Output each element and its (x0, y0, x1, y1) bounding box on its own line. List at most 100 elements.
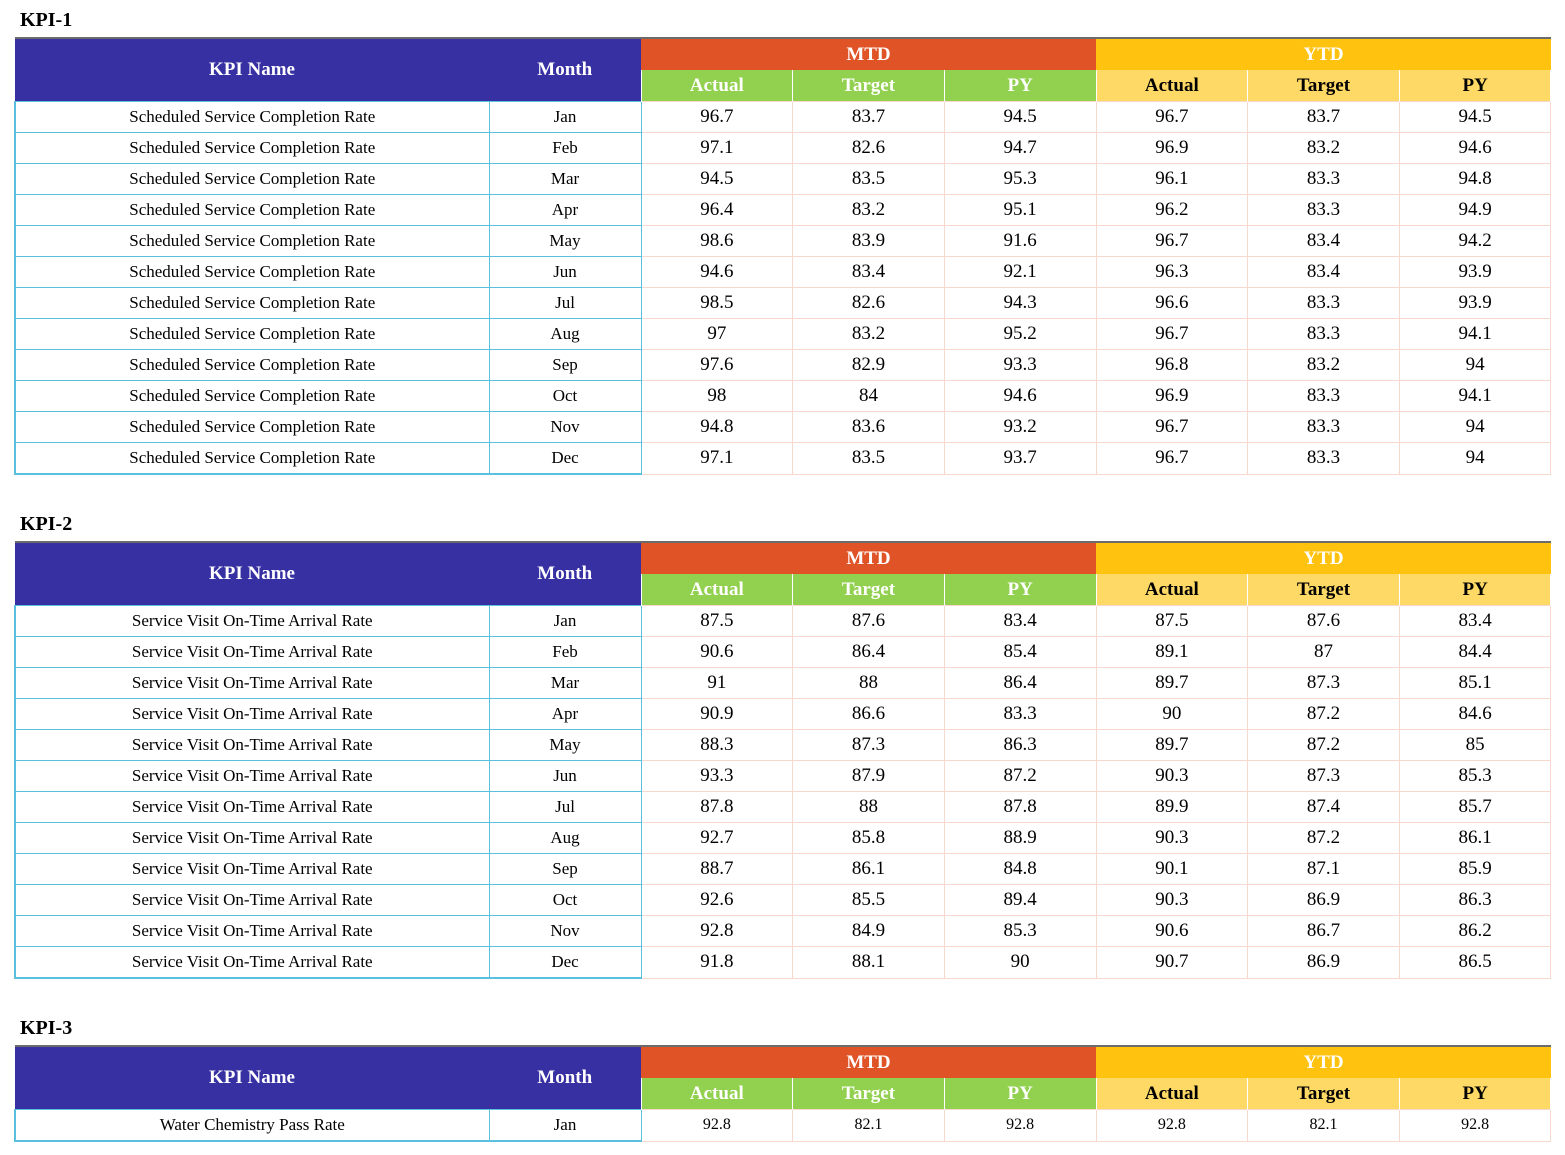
month-cell: Jul (488, 791, 642, 823)
header-mtd-py: PY (943, 1078, 1097, 1110)
ytd-py-cell: 94.9 (1398, 194, 1552, 226)
mtd-target-cell: 82.6 (792, 287, 945, 319)
mtd-actual-cell: 97.1 (640, 132, 794, 164)
header-ytd-target: Target (1247, 1078, 1400, 1110)
mtd-py-cell: 95.3 (943, 163, 1097, 195)
kpi-name-cell: Service Visit On-Time Arrival Rate (14, 698, 490, 730)
ytd-actual-cell: 96.7 (1095, 411, 1249, 443)
month-cell: Nov (488, 915, 642, 947)
ytd-actual-cell: 90.6 (1095, 915, 1249, 947)
table-row: Service Visit On-Time Arrival Rate Oct 92.… (14, 884, 1552, 916)
mtd-py-cell: 86.4 (943, 667, 1097, 699)
mtd-actual-cell: 97.6 (640, 349, 794, 381)
ytd-py-cell: 85.9 (1398, 853, 1552, 885)
mtd-py-cell: 88.9 (943, 822, 1097, 854)
ytd-target-cell: 87.6 (1247, 605, 1400, 637)
ytd-target-cell: 83.3 (1247, 287, 1400, 319)
mtd-target-cell: 83.9 (792, 225, 945, 257)
ytd-target-cell: 87.2 (1247, 698, 1400, 730)
ytd-target-cell: 87.2 (1247, 729, 1400, 761)
header-mtd-actual: Actual (640, 70, 794, 102)
ytd-target-cell: 86.9 (1247, 884, 1400, 916)
kpi-name-cell: Service Visit On-Time Arrival Rate (14, 636, 490, 668)
mtd-target-cell: 84 (792, 380, 945, 412)
month-cell: Oct (488, 380, 642, 412)
mtd-actual-cell: 87.5 (640, 605, 794, 637)
mtd-actual-cell: 92.8 (640, 915, 794, 947)
mtd-py-cell: 90 (943, 946, 1097, 979)
ytd-actual-cell: 96.1 (1095, 163, 1249, 195)
table-row: Service Visit On-Time Arrival Rate Dec 91.… (14, 946, 1552, 979)
mtd-actual-cell: 96.7 (640, 101, 794, 133)
header-mtd-actual: Actual (640, 574, 794, 606)
kpi-name-cell: Service Visit On-Time Arrival Rate (14, 729, 490, 761)
section-title: KPI-2 (20, 513, 73, 535)
mtd-target-cell: 83.6 (792, 411, 945, 443)
month-cell: Apr (488, 194, 642, 226)
header-ytd: YTD (1096, 37, 1551, 70)
ytd-py-cell: 84.6 (1398, 698, 1552, 730)
mtd-py-cell: 87.8 (943, 791, 1097, 823)
mtd-py-cell: 95.2 (943, 318, 1097, 350)
mtd-py-cell: 93.7 (943, 442, 1097, 475)
header-ytd: YTD (1096, 541, 1551, 574)
kpi-name-cell: Service Visit On-Time Arrival Rate (14, 884, 490, 916)
mtd-target-cell: 87.6 (792, 605, 945, 637)
ytd-actual-cell: 96.7 (1095, 442, 1249, 475)
kpi-name-cell: Service Visit On-Time Arrival Rate (14, 946, 490, 979)
kpi-name-cell: Scheduled Service Completion Rate (14, 318, 490, 350)
ytd-py-cell: 85 (1398, 729, 1552, 761)
header-mtd-py: PY (943, 70, 1097, 102)
ytd-actual-cell: 89.1 (1095, 636, 1249, 668)
ytd-actual-cell: 96.8 (1095, 349, 1249, 381)
kpi-name-cell: Scheduled Service Completion Rate (14, 132, 490, 164)
header-month: Month (489, 37, 641, 102)
mtd-py-cell: 85.3 (943, 915, 1097, 947)
header-ytd-target: Target (1247, 574, 1400, 606)
month-cell: Jan (488, 1109, 642, 1142)
kpi-name-cell: Service Visit On-Time Arrival Rate (14, 667, 490, 699)
ytd-py-cell: 94 (1398, 349, 1552, 381)
table-row: Service Visit On-Time Arrival Rate Apr 90.… (14, 698, 1552, 730)
ytd-actual-cell: 87.5 (1095, 605, 1249, 637)
kpi-name-cell: Scheduled Service Completion Rate (14, 256, 490, 288)
ytd-actual-cell: 96.9 (1095, 132, 1249, 164)
section-title: KPI-3 (20, 1017, 73, 1039)
ytd-py-cell: 94 (1398, 411, 1552, 443)
mtd-py-cell: 83.4 (943, 605, 1097, 637)
ytd-actual-cell: 96.3 (1095, 256, 1249, 288)
ytd-actual-cell: 96.2 (1095, 194, 1249, 226)
ytd-py-cell: 93.9 (1398, 256, 1552, 288)
kpi-name-cell: Scheduled Service Completion Rate (14, 287, 490, 319)
kpi-name-cell: Scheduled Service Completion Rate (14, 225, 490, 257)
mtd-target-cell: 88.1 (792, 946, 945, 979)
header-mtd-target: Target (792, 574, 945, 606)
mtd-target-cell: 82.9 (792, 349, 945, 381)
table-row: Service Visit On-Time Arrival Rate Sep 88.… (14, 853, 1552, 885)
ytd-py-cell: 93.9 (1398, 287, 1552, 319)
header-mtd: MTD (641, 1045, 1096, 1078)
mtd-actual-cell: 90.6 (640, 636, 794, 668)
table-row: Service Visit On-Time Arrival Rate Jul 87.… (14, 791, 1552, 823)
table-row: Scheduled Service Completion Rate Sep 97.6… (14, 349, 1552, 381)
table-row: Scheduled Service Completion Rate Oct 98 84… (14, 380, 1552, 412)
mtd-actual-cell: 94.5 (640, 163, 794, 195)
header-kpi-name: KPI Name (15, 37, 489, 102)
header-month: Month (489, 541, 641, 606)
mtd-py-cell: 95.1 (943, 194, 1097, 226)
table-row: Scheduled Service Completion Rate May 98.6… (14, 225, 1552, 257)
table-row: Water Chemistry Pass Rate Jan 92.8 82.1 92.8… (14, 1109, 1552, 1142)
mtd-actual-cell: 88.7 (640, 853, 794, 885)
table-row: Service Visit On-Time Arrival Rate Mar 91 8… (14, 667, 1552, 699)
header-mtd-py: PY (943, 574, 1097, 606)
ytd-py-cell: 84.4 (1398, 636, 1552, 668)
mtd-actual-cell: 87.8 (640, 791, 794, 823)
table-row: Scheduled Service Completion Rate Apr 96.4… (14, 194, 1552, 226)
ytd-actual-cell: 96.7 (1095, 101, 1249, 133)
ytd-actual-cell: 96.6 (1095, 287, 1249, 319)
ytd-target-cell: 83.3 (1247, 411, 1400, 443)
kpi-name-cell: Service Visit On-Time Arrival Rate (14, 605, 490, 637)
mtd-py-cell: 92.8 (943, 1109, 1097, 1142)
mtd-py-cell: 93.2 (943, 411, 1097, 443)
mtd-actual-cell: 93.3 (640, 760, 794, 792)
